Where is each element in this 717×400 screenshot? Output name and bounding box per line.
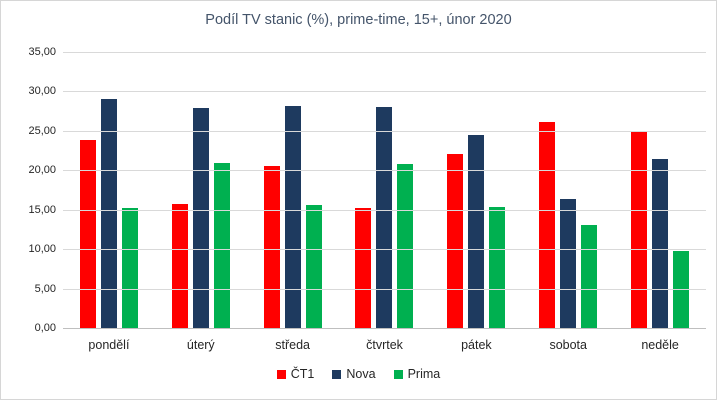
- x-axis: pondělí úterý středa čtvrtek pátek sobota nedě…: [63, 338, 706, 352]
- chart-title: Podíl TV stanic (%), prime-time, 15+, ún…: [205, 12, 512, 28]
- legend-swatch-icon-nova: [332, 369, 342, 379]
- bar-group-streda: [263, 52, 322, 328]
- bar-prima-patek: [489, 207, 506, 328]
- bar-ct1-utery: [171, 204, 188, 328]
- bar-ct1-patek: [447, 153, 464, 328]
- bar-ct1-ctvrtek: [355, 208, 372, 328]
- bar-nova-pondeli: [100, 98, 117, 328]
- gridline: [63, 91, 706, 93]
- legend-label-nova: Nova: [346, 367, 376, 381]
- bar-prima-utery: [213, 163, 230, 328]
- bar-group-pondeli: [79, 52, 138, 328]
- y-tick-label-30-00: 30,00: [28, 85, 56, 98]
- bar-ct1-streda: [263, 166, 280, 328]
- legend-item-prima: Prima: [393, 367, 441, 381]
- bar-prima-pondeli: [121, 208, 138, 328]
- legend-item-nova: Nova: [332, 367, 376, 381]
- y-tick-label-20-00: 20,00: [28, 164, 56, 177]
- x-tick-label-patek: pátek: [461, 338, 492, 352]
- y-tick-label-15-00: 15,00: [28, 203, 56, 216]
- bar-ct1-nedele: [630, 130, 647, 328]
- legend-label-ct1: ČT1: [290, 367, 315, 381]
- bar-groups: [63, 52, 706, 328]
- bar-prima-sobota: [581, 224, 598, 328]
- gridline: [63, 130, 706, 132]
- bar-group-utery: [171, 52, 230, 328]
- bar-nova-streda: [284, 105, 301, 328]
- legend: ČT1 Nova Prima: [1, 367, 716, 381]
- bar-group-patek: [447, 52, 506, 328]
- x-tick-label-sobota: sobota: [549, 338, 587, 352]
- y-tick-label-5-00: 5,00: [34, 282, 56, 295]
- bar-prima-streda: [305, 204, 322, 328]
- bar-ct1-pondeli: [79, 140, 96, 328]
- y-tick-label-25-00: 25,00: [28, 124, 56, 137]
- legend-swatch-icon-prima: [393, 369, 403, 379]
- y-tick-label-10-00: 10,00: [28, 243, 56, 256]
- gridline: [63, 170, 706, 172]
- y-tick-label-35-00: 35,00: [28, 46, 56, 58]
- x-axis-line: [63, 328, 706, 329]
- x-tick-label-streda: středa: [275, 338, 311, 352]
- bar-group-sobota: [539, 52, 598, 328]
- y-tick-label-0-00: 0,00: [34, 322, 56, 334]
- bar-ct1-sobota: [539, 122, 556, 328]
- bar-nova-patek: [468, 134, 485, 328]
- bar-group-ctvrtek: [355, 52, 414, 328]
- bar-nova-sobota: [560, 199, 577, 328]
- bar-prima-ctvrtek: [397, 163, 414, 328]
- y-axis: 35,00 30,00 25,00 20,00 15,00 10,00 5,00 0,00: [1, 1, 56, 399]
- gridline: [63, 52, 706, 53]
- x-tick-label-utery: úterý: [186, 338, 215, 352]
- legend-label-prima: Prima: [407, 367, 441, 381]
- x-tick-label-nedele: neděle: [641, 338, 679, 352]
- legend-swatch-icon-ct1: [276, 369, 286, 379]
- gridline: [63, 249, 706, 251]
- x-tick-label-ctvrtek: čtvrtek: [366, 338, 403, 352]
- bar-nova-utery: [192, 108, 209, 328]
- bar-nova-nedele: [651, 159, 668, 328]
- legend-item-ct1: ČT1: [276, 367, 315, 381]
- plot-area: [63, 52, 706, 329]
- x-tick-label-pondeli: pondělí: [88, 338, 130, 352]
- bar-nova-ctvrtek: [376, 107, 393, 328]
- gridline: [63, 288, 706, 290]
- bar-group-nedele: [630, 52, 689, 328]
- gridline: [63, 209, 706, 211]
